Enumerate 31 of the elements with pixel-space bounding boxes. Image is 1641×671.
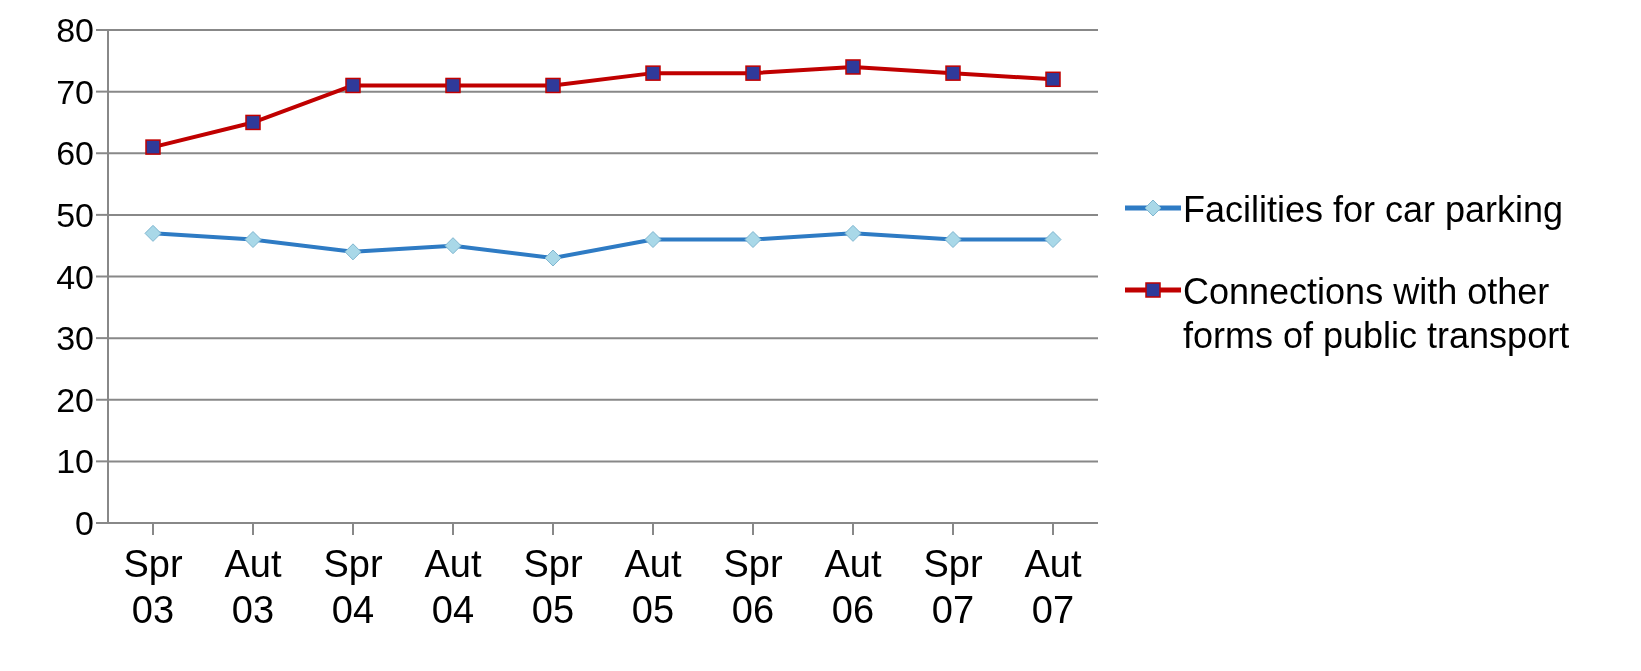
y-tick-label: 0: [75, 504, 94, 543]
point: [445, 77, 461, 94]
y-tick-label: 40: [56, 257, 94, 296]
point: [145, 139, 161, 155]
y-tick-label: 60: [56, 134, 94, 173]
x-tick-label: Aut 06: [824, 543, 882, 631]
y-tick-label: 50: [56, 195, 94, 234]
y-tick-label: 10: [56, 442, 94, 481]
point: [645, 65, 661, 81]
x-tick-label: Aut 05: [624, 543, 682, 631]
legend-label: Facilities for car parking: [1183, 188, 1564, 232]
x-tick-label: Spr 04: [323, 543, 383, 631]
x-tick-label: Aut 04: [424, 543, 482, 631]
x-tick-label: Aut 03: [224, 543, 282, 631]
y-tick-label: 20: [56, 380, 94, 419]
point: [245, 114, 261, 131]
x-tick-label: Spr 07: [923, 543, 983, 631]
y-tick-label: 30: [56, 319, 94, 358]
legend-label: Connections with other forms of public transport: [1183, 270, 1571, 358]
point: [545, 77, 561, 94]
x-tick-label: Spr 03: [123, 543, 183, 631]
point: [845, 59, 861, 75]
point: [745, 65, 761, 81]
point: [1045, 71, 1061, 88]
x-tick-label: Spr 05: [523, 543, 583, 631]
x-tick-label: Aut 07: [1024, 543, 1082, 631]
x-tick-label: Spr 06: [723, 543, 783, 631]
y-tick-label: 80: [56, 11, 94, 50]
point: [945, 65, 961, 81]
point: [345, 77, 361, 94]
y-tick-label: 70: [56, 72, 94, 111]
